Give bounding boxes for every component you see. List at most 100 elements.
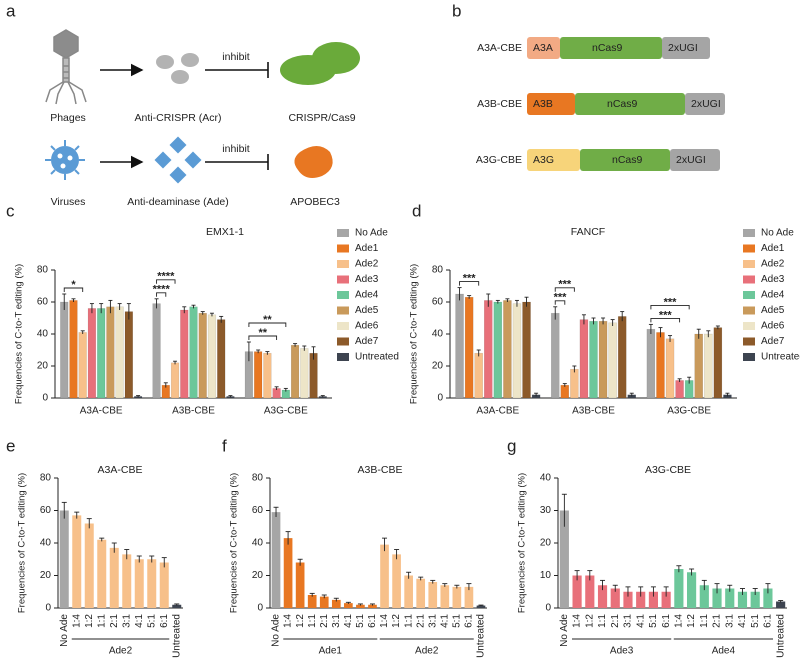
bar bbox=[263, 352, 272, 399]
x-tick-label: 5:1 bbox=[452, 614, 463, 628]
chart-title: FANCF bbox=[571, 226, 605, 238]
y-tick-label: 80 bbox=[37, 265, 49, 276]
x-tick-label: Untreated bbox=[171, 614, 182, 658]
bar bbox=[87, 308, 97, 399]
y-tick-label: 20 bbox=[540, 538, 552, 549]
bar bbox=[636, 591, 646, 608]
y-tick-label: 60 bbox=[40, 505, 52, 516]
legend-swatch bbox=[337, 353, 349, 361]
bar bbox=[115, 306, 124, 399]
bar bbox=[617, 316, 627, 399]
x-tick-label: 5:1 bbox=[355, 614, 366, 628]
bar bbox=[522, 301, 531, 399]
source-label: Phages bbox=[50, 112, 86, 124]
x-tick-label: 3:1 bbox=[623, 614, 634, 628]
legend-swatch bbox=[743, 353, 755, 361]
bar bbox=[344, 603, 353, 608]
y-axis-label: Frequencies of C-to-T editing (%) bbox=[409, 264, 420, 404]
bar bbox=[610, 588, 620, 608]
x-tick-label: 1:4 bbox=[283, 614, 294, 628]
legend-swatch bbox=[337, 244, 349, 253]
x-tick-label: 1:1 bbox=[699, 614, 710, 628]
target-label: APOBEC3 bbox=[290, 196, 340, 208]
significance-bracket bbox=[650, 317, 681, 323]
bar bbox=[712, 588, 722, 608]
x-tick-label: 6:1 bbox=[661, 614, 672, 628]
x-tick-label: 3:1 bbox=[121, 614, 132, 628]
domain-label: 2xUGI bbox=[668, 42, 698, 54]
y-tick-label: 80 bbox=[432, 265, 444, 276]
domain-box bbox=[670, 149, 720, 171]
bar bbox=[217, 319, 226, 399]
x-tick-label: 6:1 bbox=[367, 614, 378, 628]
significance-label: **** bbox=[157, 271, 175, 283]
y-tick-label: 40 bbox=[432, 329, 444, 340]
construct-name: A3A-CBE bbox=[477, 42, 522, 54]
acr-icon bbox=[156, 53, 199, 84]
group-label: Ade1 bbox=[319, 646, 343, 657]
bar bbox=[694, 333, 704, 399]
x-tick-label: Untreated bbox=[775, 614, 786, 658]
bar bbox=[675, 380, 684, 399]
legend-swatch bbox=[337, 322, 349, 330]
bar bbox=[776, 601, 786, 608]
domain-box bbox=[527, 37, 560, 59]
x-tick-label: 1:2 bbox=[584, 614, 595, 628]
significance-label: *** bbox=[664, 296, 678, 308]
bar bbox=[159, 562, 169, 608]
bar bbox=[687, 572, 697, 608]
legend-label: Ade4 bbox=[355, 290, 379, 301]
legend-swatch bbox=[337, 275, 349, 284]
y-tick-label: 20 bbox=[252, 570, 264, 581]
x-tick-label: No Ade bbox=[271, 614, 282, 647]
legend-label: Ade1 bbox=[761, 243, 785, 254]
legend-label: No Ade bbox=[355, 228, 388, 239]
bar bbox=[152, 303, 161, 399]
legend-label: Ade3 bbox=[761, 274, 785, 285]
y-tick-label: 20 bbox=[37, 361, 49, 372]
legend-label: Ade3 bbox=[355, 274, 379, 285]
y-tick-label: 0 bbox=[545, 603, 551, 614]
y-tick-label: 0 bbox=[45, 603, 51, 614]
bar bbox=[309, 352, 318, 399]
legend-label: Ade5 bbox=[761, 305, 785, 316]
y-tick-label: 60 bbox=[432, 297, 444, 308]
bar bbox=[560, 384, 570, 399]
bar bbox=[147, 559, 157, 608]
bar bbox=[207, 314, 217, 399]
y-tick-label: 40 bbox=[540, 473, 552, 484]
domain-box bbox=[527, 149, 580, 171]
y-tick-label: 20 bbox=[432, 361, 444, 372]
legend-label: Ade7 bbox=[761, 336, 785, 347]
bar bbox=[416, 578, 426, 608]
x-tick-label: 1:1 bbox=[403, 614, 414, 628]
y-tick-label: 60 bbox=[37, 297, 49, 308]
significance-bracket bbox=[459, 281, 480, 286]
bar bbox=[585, 575, 595, 608]
bar bbox=[725, 588, 735, 608]
bar bbox=[368, 604, 377, 608]
bar bbox=[319, 596, 329, 608]
panel-label: b bbox=[452, 1, 461, 20]
legend-swatch bbox=[337, 260, 349, 268]
bar bbox=[674, 569, 684, 608]
bar bbox=[295, 562, 305, 608]
x-tick-label: 1:1 bbox=[96, 614, 107, 628]
x-tick-label: 2:1 bbox=[319, 614, 330, 628]
y-tick-label: 0 bbox=[257, 603, 263, 614]
significance-label: * bbox=[71, 279, 76, 291]
panel-label: c bbox=[6, 201, 15, 220]
x-tick-label: 2:1 bbox=[610, 614, 621, 628]
bar bbox=[763, 588, 773, 608]
x-tick-label: A3A-CBE bbox=[80, 406, 123, 417]
bar bbox=[648, 591, 658, 608]
domain-label: nCas9 bbox=[592, 42, 623, 54]
domain-box bbox=[685, 93, 725, 115]
x-tick-label: 1:2 bbox=[295, 614, 306, 628]
bar bbox=[392, 554, 401, 608]
chart-title: A3B-CBE bbox=[358, 464, 403, 476]
bar bbox=[512, 303, 522, 399]
panel-label: g bbox=[507, 436, 516, 455]
x-tick-label: A3G-CBE bbox=[264, 406, 308, 417]
